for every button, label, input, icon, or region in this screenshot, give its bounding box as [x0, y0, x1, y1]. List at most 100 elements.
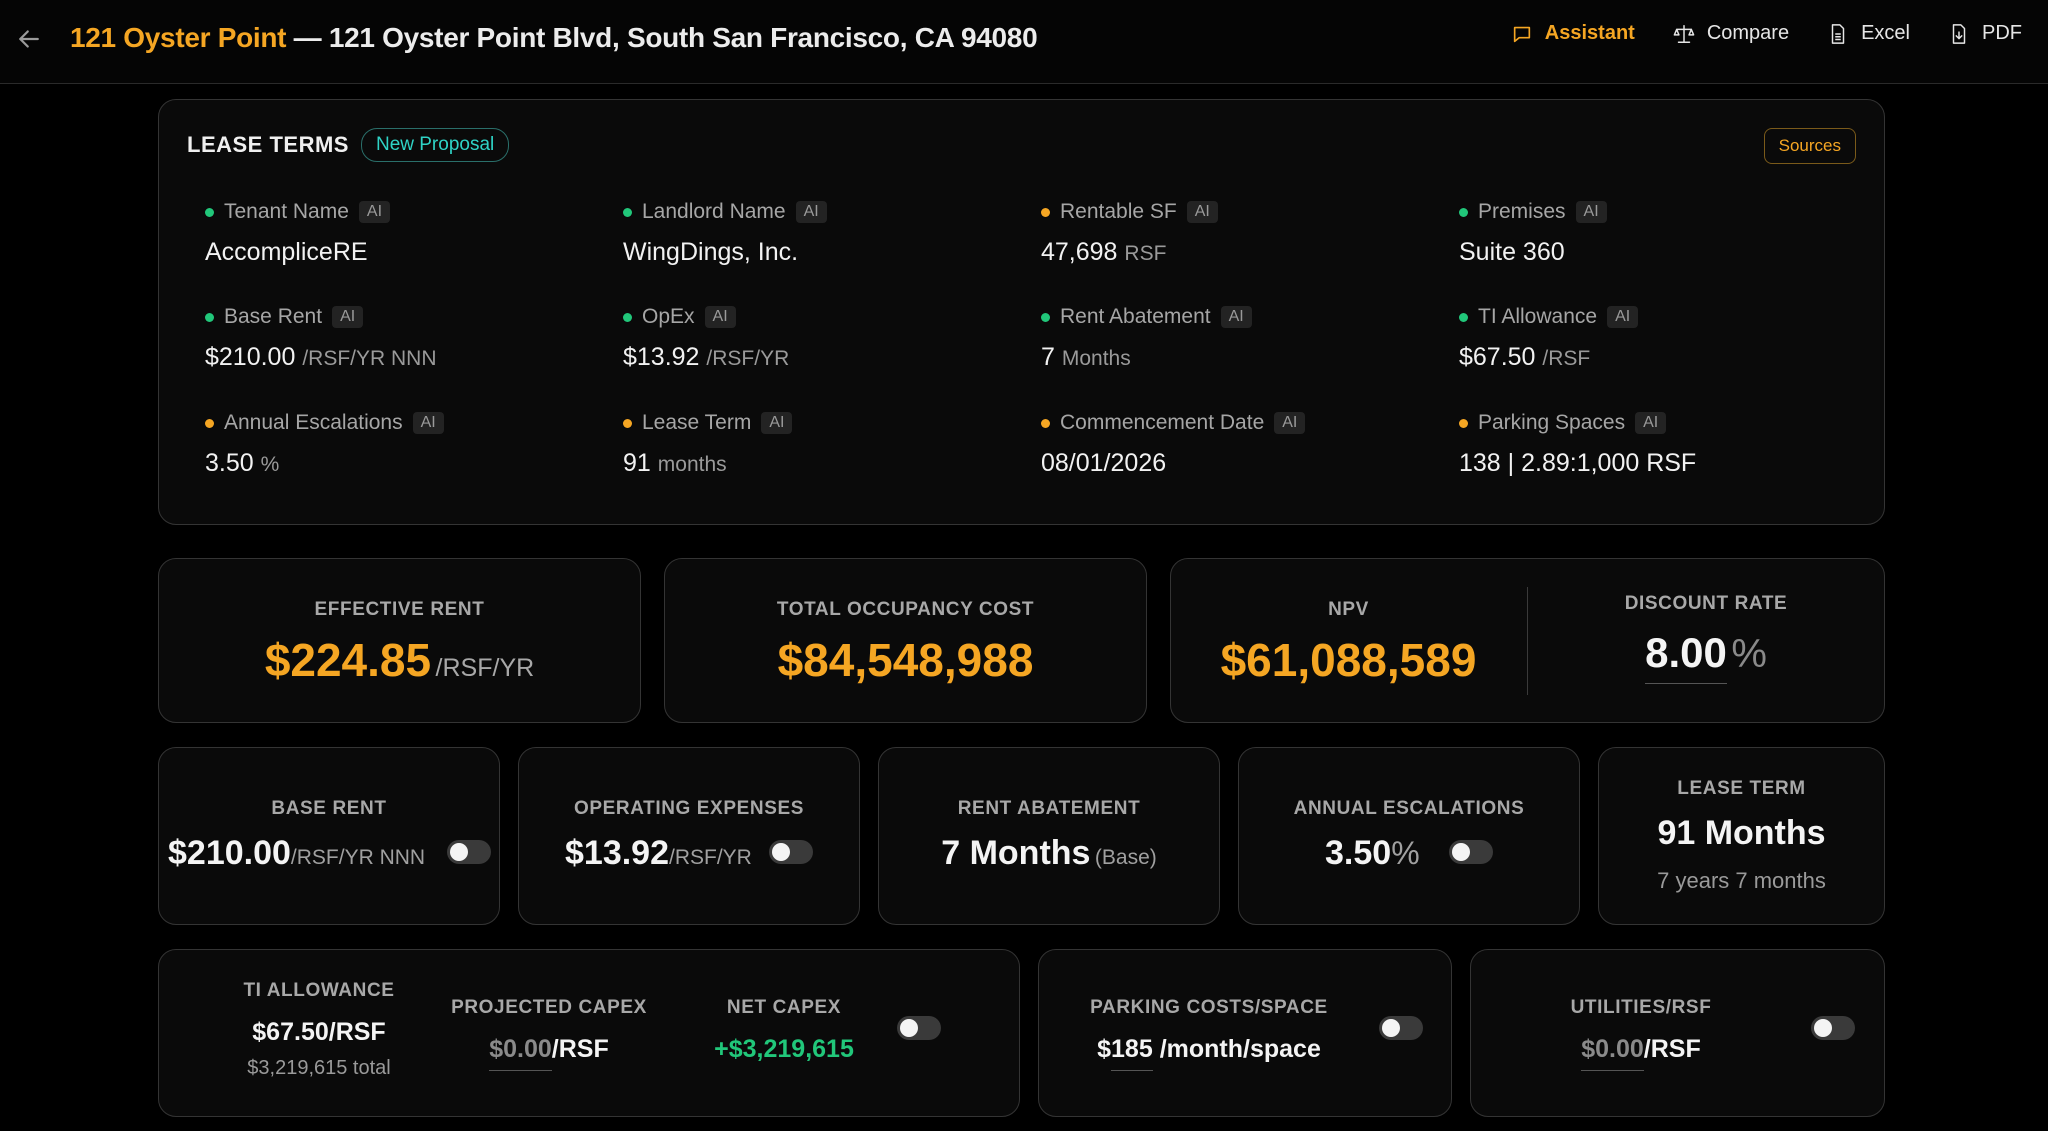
ai-tag: AI	[1186, 201, 1218, 223]
effective-rent-unit: /RSF/YR	[435, 654, 535, 682]
field-value: 7	[1041, 343, 1055, 371]
utilities-card: UTILITIES/RSF $0.00/RSF	[1470, 949, 1885, 1117]
excel-label: Excel	[1861, 22, 1910, 44]
field-premises[interactable]: Premises AI Suite 360	[1459, 200, 1839, 267]
discount-rate-section: DISCOUNT RATE 8.00 %	[1528, 559, 1884, 722]
total-occupancy-card: TOTAL OCCUPANCY COST $84,548,988	[664, 558, 1147, 723]
back-arrow-icon[interactable]	[14, 24, 44, 54]
operating-expenses-unit: /RSF/YR	[669, 846, 752, 869]
field-base-rent[interactable]: Base Rent AI $210.00 /RSF/YR NNN	[205, 305, 585, 372]
field-label: Annual Escalations	[224, 411, 403, 434]
parking-costs-label: PARKING COSTS/SPACE	[1090, 997, 1328, 1018]
ti-allowance-section: TI ALLOWANCE $67.50/RSF $3,219,615 total	[219, 980, 419, 1080]
ai-tag: AI	[358, 201, 391, 223]
lease-terms-title: LEASE TERMS	[187, 132, 349, 157]
field-label: OpEx	[642, 305, 695, 328]
effective-rent-value: $224.85	[264, 634, 432, 686]
field-parking-spaces[interactable]: Parking Spaces AI 138 | 2.89:1,000 RSF	[1459, 411, 1839, 478]
scale-icon	[1673, 24, 1695, 43]
field-value: $210.00	[205, 343, 296, 371]
ti-allowance-total: $3,219,615 total	[247, 1057, 391, 1079]
annual-escalations-label: ANNUAL ESCALATIONS	[1293, 798, 1525, 819]
status-dot	[623, 312, 632, 322]
field-commencement-date[interactable]: Commencement Date AI 08/01/2026	[1041, 411, 1421, 478]
field-label: Base Rent	[224, 305, 323, 328]
pdf-button[interactable]: PDF	[1948, 22, 2022, 45]
utilities-toggle[interactable]	[1811, 1016, 1855, 1040]
base-rent-card: BASE RENT $210.00/RSF/YR NNN	[158, 747, 500, 925]
base-rent-value: $210.00	[168, 834, 291, 872]
projected-capex-unit: /RSF	[551, 1035, 609, 1063]
utilities-label: UTILITIES/RSF	[1570, 997, 1712, 1018]
ai-tag: AI	[1220, 306, 1252, 328]
field-unit: %	[260, 453, 280, 476]
parking-costs-card: PARKING COSTS/SPACE $185 /month/space	[1038, 949, 1452, 1117]
ai-tag: AI	[704, 306, 736, 328]
annual-escalations-unit: %	[1391, 835, 1420, 871]
utilities-unit: /RSF	[1643, 1035, 1701, 1063]
field-label: Parking Spaces	[1478, 411, 1626, 434]
parking-costs-toggle[interactable]	[1379, 1016, 1423, 1040]
annual-escalations-toggle[interactable]	[1449, 840, 1493, 864]
npv-value: $61,088,589	[1220, 634, 1477, 686]
sources-button[interactable]: Sources	[1763, 128, 1856, 164]
field-ti-allowance[interactable]: TI Allowance AI $67.50 /RSF	[1459, 305, 1839, 372]
field-value: $13.92	[623, 343, 700, 371]
field-unit: /RSF/YR	[706, 347, 790, 370]
assistant-button[interactable]: Assistant	[1511, 22, 1635, 45]
status-dot	[1041, 312, 1050, 322]
projected-capex-input[interactable]: $0.00	[489, 1035, 552, 1071]
compare-label: Compare	[1706, 22, 1790, 44]
excel-button[interactable]: Excel	[1827, 22, 1910, 45]
field-label: Commencement Date	[1060, 411, 1265, 434]
base-rent-toggle[interactable]	[447, 840, 491, 864]
status-dot	[1459, 418, 1468, 428]
lease-term-card: LEASE TERM 91 Months 7 years 7 months	[1598, 747, 1885, 925]
field-unit: /RSF	[1542, 347, 1591, 370]
projected-capex-label: PROJECTED CAPEX	[451, 997, 647, 1018]
ai-tag: AI	[1607, 306, 1639, 328]
field-value: Suite 360	[1459, 238, 1565, 266]
field-value: WingDings, Inc.	[623, 238, 799, 266]
ti-allowance-label: TI ALLOWANCE	[243, 980, 395, 1001]
npv-card: NPV $61,088,589 DISCOUNT RATE 8.00 %	[1170, 558, 1885, 723]
npv-section: NPV $61,088,589	[1171, 559, 1526, 722]
parking-costs-section: PARKING COSTS/SPACE $185 /month/space	[1059, 997, 1359, 1071]
compare-button[interactable]: Compare	[1673, 22, 1789, 45]
field-rentable-sf[interactable]: Rentable SF AI 47,698 RSF	[1041, 200, 1421, 267]
field-tenant-name[interactable]: Tenant Name AI AccompliceRE	[205, 200, 585, 267]
discount-rate-input[interactable]: 8.00	[1645, 629, 1727, 684]
status-dot	[205, 207, 214, 217]
field-landlord-name[interactable]: Landlord Name AI WingDings, Inc.	[623, 200, 1003, 267]
ti-allowance-value: $67.50/RSF	[252, 1018, 386, 1046]
status-dot	[1041, 207, 1050, 217]
base-rent-label: BASE RENT	[271, 798, 387, 819]
projected-capex-section: PROJECTED CAPEX $0.00/RSF	[439, 997, 659, 1071]
ai-tag: AI	[332, 306, 364, 328]
net-capex-value: +$3,219,615	[714, 1035, 854, 1063]
field-value: 138 | 2.89:1,000 RSF	[1459, 449, 1697, 477]
operating-expenses-value: $13.92	[565, 834, 669, 872]
property-address: — 121 Oyster Point Blvd, South San Franc…	[286, 22, 1038, 53]
annual-escalations-card: ANNUAL ESCALATIONS 3.50%	[1238, 747, 1580, 925]
field-value: 3.50	[205, 449, 254, 477]
lease-term-label: LEASE TERM	[1677, 778, 1806, 799]
top-bar: 121 Oyster Point — 121 Oyster Point Blvd…	[0, 0, 2048, 84]
lease-term-value: 91 Months	[1657, 814, 1826, 852]
page-title: 121 Oyster Point — 121 Oyster Point Blvd…	[70, 22, 1038, 54]
download-file-icon	[1952, 23, 1966, 44]
field-lease-term[interactable]: Lease Term AI 91 months	[623, 411, 1003, 478]
lease-terms-header: LEASE TERMS New Proposal	[187, 128, 510, 162]
field-annual-escalations[interactable]: Annual Escalations AI 3.50 %	[205, 411, 585, 478]
status-dot	[205, 312, 214, 322]
capex-toggle[interactable]	[897, 1016, 941, 1040]
field-rent-abatement[interactable]: Rent Abatement AI 7 Months	[1041, 305, 1421, 372]
capex-card: TI ALLOWANCE $67.50/RSF $3,219,615 total…	[158, 949, 1020, 1117]
parking-cost-input[interactable]: 185	[1111, 1035, 1153, 1071]
ai-tag: AI	[795, 201, 827, 223]
operating-expenses-toggle[interactable]	[769, 840, 813, 864]
utilities-input[interactable]: $0.00	[1581, 1035, 1644, 1071]
field-value: $67.50	[1459, 343, 1536, 371]
field-opex[interactable]: OpEx AI $13.92 /RSF/YR	[623, 305, 1003, 372]
assistant-label: Assistant	[1544, 22, 1635, 44]
